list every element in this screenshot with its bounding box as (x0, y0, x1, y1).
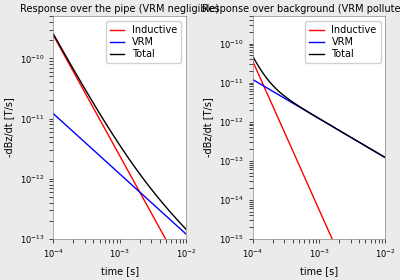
Title: Response over the pipe (VRM negligible): Response over the pipe (VRM negligible) (20, 4, 219, 14)
Y-axis label: -dBz/dt [T/s]: -dBz/dt [T/s] (4, 98, 14, 157)
Legend: Inductive, VRM, Total: Inductive, VRM, Total (106, 21, 181, 63)
Title: Response over background (VRM pollutes late ti: Response over background (VRM pollutes l… (202, 4, 400, 14)
Y-axis label: -dBz/dt [T/s]: -dBz/dt [T/s] (204, 98, 214, 157)
Legend: Inductive, VRM, Total: Inductive, VRM, Total (305, 21, 380, 63)
X-axis label: time [s]: time [s] (101, 266, 139, 276)
X-axis label: time [s]: time [s] (300, 266, 338, 276)
